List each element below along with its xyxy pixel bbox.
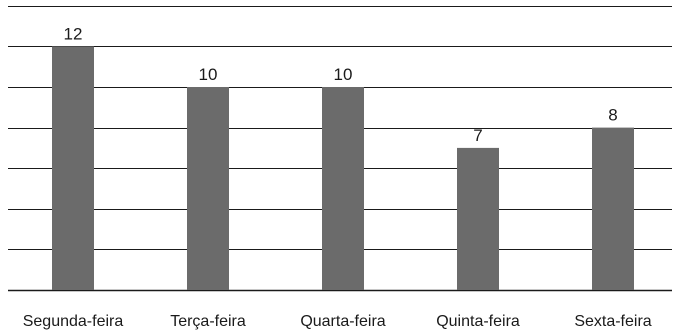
data-label-5: 8	[608, 106, 617, 125]
bar-2	[187, 87, 229, 290]
category-label-1: Segunda-feira	[23, 313, 124, 330]
data-label-1: 12	[64, 24, 83, 43]
data-label-2: 10	[199, 65, 218, 84]
category-label-5: Sexta-feira	[574, 313, 651, 330]
category-label-4: Quinta-feira	[436, 313, 520, 330]
bars	[52, 46, 634, 291]
category-labels: Segunda-feira Terça-feira Quarta-feira Quin…	[23, 313, 652, 330]
bar-3	[322, 87, 364, 290]
data-label-3: 10	[334, 65, 353, 84]
data-labels: 12 10 10 7 8	[64, 24, 618, 144]
category-label-3: Quarta-feira	[300, 313, 385, 330]
category-label-2: Terça-feira	[170, 313, 246, 330]
bar-5	[592, 127, 634, 290]
bar-1	[52, 46, 94, 291]
bar-4	[457, 147, 499, 290]
data-label-4: 7	[473, 126, 482, 145]
